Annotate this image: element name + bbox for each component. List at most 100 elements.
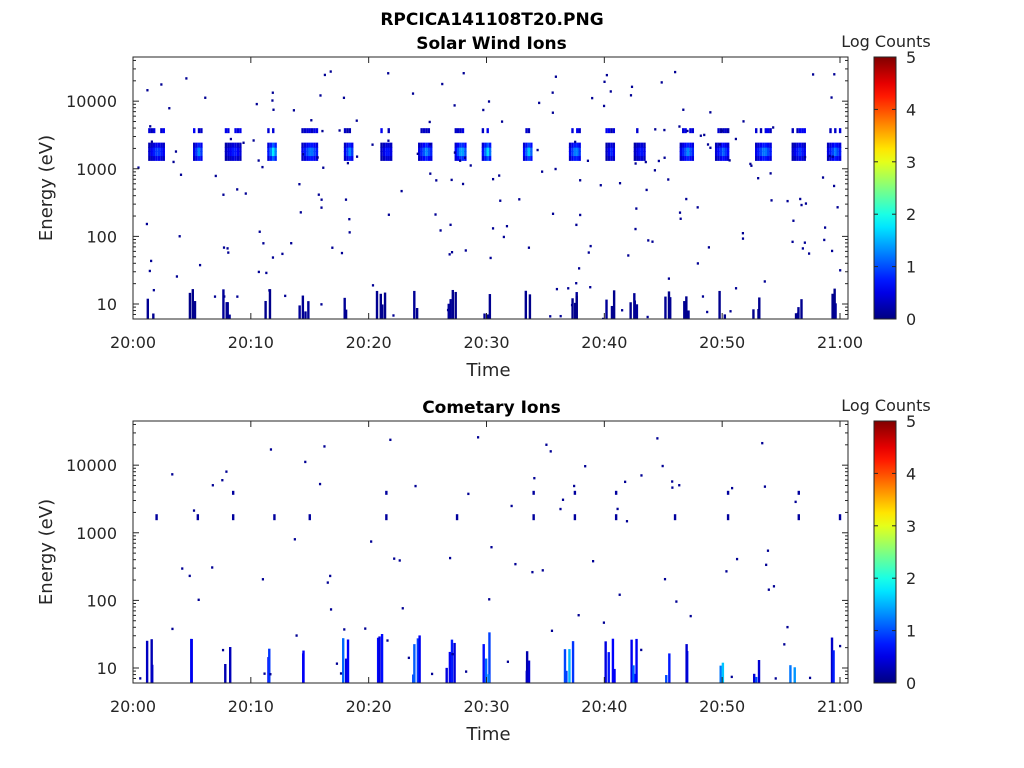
heatmap-cell xyxy=(236,155,240,161)
heatmap-cell xyxy=(717,128,720,134)
heatmap-cell xyxy=(689,146,692,152)
heatmap-cell xyxy=(793,142,797,148)
heatmap-cell xyxy=(635,207,638,210)
heatmap-cell xyxy=(729,310,732,313)
heatmap-cell xyxy=(643,142,646,148)
heatmap-cell xyxy=(320,206,323,209)
heatmap-cell xyxy=(446,308,450,312)
heatmap-cell xyxy=(679,151,683,157)
heatmap-cell xyxy=(589,286,592,289)
heatmap-cell xyxy=(767,151,770,157)
heatmap-cell xyxy=(488,151,492,157)
heatmap-cell xyxy=(464,249,467,252)
heatmap-cell xyxy=(803,155,807,159)
heatmap-cell xyxy=(550,629,554,632)
heatmap-cell xyxy=(657,159,660,163)
heatmap-cell xyxy=(382,146,386,152)
heatmap-cell xyxy=(726,146,730,152)
heatmap-cell xyxy=(271,99,274,102)
heatmap-cell xyxy=(612,155,616,161)
heatmap-cell xyxy=(762,146,765,152)
heatmap-cell xyxy=(310,146,314,152)
heatmap-cell xyxy=(770,199,773,202)
heatmap-cell xyxy=(759,155,763,161)
heatmap-cell xyxy=(459,146,462,152)
heatmap-cell xyxy=(791,240,794,244)
heatmap-cell xyxy=(315,146,319,152)
heatmap-cell xyxy=(385,155,388,161)
heatmap-cell xyxy=(578,151,581,157)
heatmap-cell xyxy=(268,648,271,683)
heatmap-cell xyxy=(682,155,685,161)
heatmap-cell xyxy=(834,142,837,148)
heatmap-cell xyxy=(829,155,832,161)
heatmap-cell xyxy=(292,109,295,112)
heatmap-cell xyxy=(638,146,641,152)
heatmap-cell xyxy=(826,155,830,161)
colorbar-tick-label: 4 xyxy=(906,464,916,483)
heatmap-cell xyxy=(533,476,536,480)
heatmap-cell xyxy=(229,137,232,141)
heatmap-cell xyxy=(193,146,196,152)
heatmap-cell xyxy=(571,128,574,134)
heatmap-cell xyxy=(726,142,730,148)
heatmap-cell xyxy=(195,142,198,148)
heatmap-cell xyxy=(757,151,760,157)
heatmap-cell xyxy=(441,82,444,86)
heatmap-cell xyxy=(344,658,348,683)
x-tick-label: 21:00 xyxy=(817,697,863,716)
heatmap-cell xyxy=(576,128,579,134)
heatmap-cell xyxy=(661,464,664,468)
heatmap-cell xyxy=(267,142,270,148)
heatmap-cell xyxy=(829,146,832,152)
heatmap-cell xyxy=(263,672,266,675)
heatmap-cell xyxy=(481,128,485,134)
heatmap-cell xyxy=(227,251,230,254)
heatmap-cell xyxy=(146,89,149,92)
heatmap-cell xyxy=(720,129,723,132)
heatmap-cell xyxy=(634,227,637,231)
heatmap-cell xyxy=(763,280,766,283)
x-tick-label: 20:30 xyxy=(463,333,509,352)
heatmap-cell xyxy=(308,155,311,161)
heatmap-cell xyxy=(579,213,582,217)
heatmap-cell xyxy=(578,155,581,161)
heatmap-cell xyxy=(774,677,777,680)
heatmap-cell xyxy=(769,172,772,175)
heatmap-cell xyxy=(762,155,765,161)
heatmap-cell xyxy=(796,146,799,152)
heatmap-cell xyxy=(643,155,646,161)
heatmap-cell xyxy=(322,166,325,169)
heatmap-cell xyxy=(798,155,802,161)
heatmap-cell xyxy=(385,490,388,495)
heatmap-cell xyxy=(635,304,639,319)
heatmap-cell xyxy=(236,146,240,152)
heatmap-cell xyxy=(829,142,832,148)
heatmap-cell xyxy=(310,128,314,134)
heatmap-cell xyxy=(211,484,214,487)
heatmap-cell xyxy=(171,627,174,631)
heatmap-cell xyxy=(231,146,235,152)
heatmap-cell xyxy=(685,644,688,683)
heatmap-cell xyxy=(686,146,690,152)
heatmap-cell xyxy=(258,230,261,233)
heatmap-cell xyxy=(633,142,637,148)
heatmap-cell xyxy=(418,151,421,157)
heatmap-cell xyxy=(422,142,426,148)
heatmap-cell xyxy=(400,189,403,193)
heatmap-cell xyxy=(236,295,239,298)
heatmap-cell xyxy=(306,142,309,148)
heatmap-cell xyxy=(823,226,827,229)
heatmap-cell xyxy=(264,300,267,319)
heatmap-cell xyxy=(231,490,235,495)
heatmap-cell xyxy=(571,142,574,148)
colorbar-tick-label: 0 xyxy=(906,310,916,329)
heatmap-cell xyxy=(380,155,383,161)
heatmap-cell xyxy=(605,142,608,148)
heatmap-cell xyxy=(385,151,388,157)
heatmap-cell xyxy=(719,665,722,683)
heatmap-cell xyxy=(646,315,649,319)
heatmap-cell xyxy=(578,267,581,270)
heatmap-cell xyxy=(271,256,275,259)
heatmap-cell xyxy=(386,639,389,642)
